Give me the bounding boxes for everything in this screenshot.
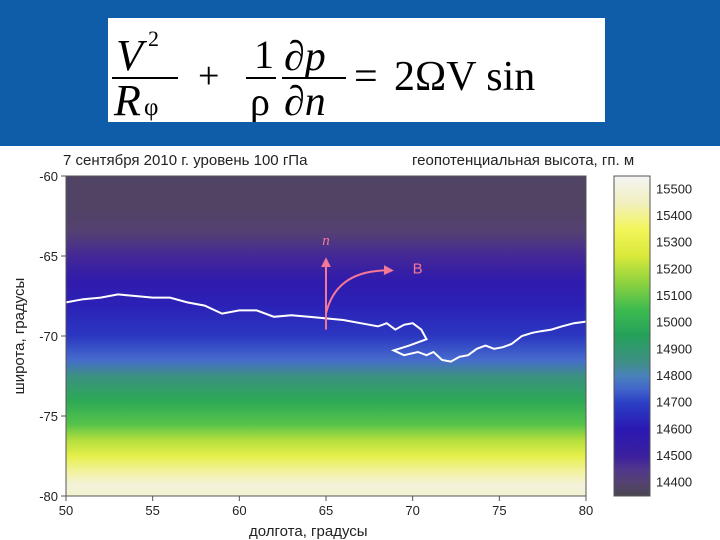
y-tick-label: -70 — [39, 329, 58, 344]
formula-exponent: 2 — [148, 26, 159, 51]
y-tick-label: -60 — [39, 169, 58, 184]
formula-dp: ∂p — [284, 34, 326, 80]
formula-r: R — [113, 76, 141, 122]
gradient-wind-equation: V 2 R φ + 1 ρ ∂p ∂n = 2ΩV sin — [112, 26, 535, 122]
x-tick-label: 55 — [145, 503, 159, 518]
colorbar — [613, 175, 651, 497]
colorbar-label: 14500 — [656, 448, 692, 463]
formula-rho: ρ — [250, 79, 270, 122]
formula-panel: V 2 R φ + 1 ρ ∂p ∂n = 2ΩV sin — [108, 18, 605, 122]
coastline — [65, 293, 587, 363]
x-tick-label: 80 — [579, 503, 593, 518]
x-tick-label: 65 — [319, 503, 333, 518]
colorbar-label: 14700 — [656, 395, 692, 410]
chart-title-right: геопотенциальная высота, гп. м — [412, 152, 634, 169]
heatmap-chart: 7 сентября 2010 г. уровень 100 гПа геопо… — [11, 152, 692, 540]
y-axis: -60 -65 -70 -75 -80 — [39, 169, 66, 504]
colorbar-label: 15300 — [656, 235, 692, 250]
formula-rhs: 2ΩV sin — [394, 54, 535, 100]
slide-header: V 2 R φ + 1 ρ ∂p ∂n = 2ΩV sin — [0, 0, 720, 146]
formula-phi: φ — [144, 94, 158, 121]
colorbar-label: 14400 — [656, 475, 692, 490]
formula-equals: = — [354, 54, 378, 100]
y-tick-label: -65 — [39, 249, 58, 264]
formula-one: 1 — [254, 32, 274, 77]
colorbar-label: 15400 — [656, 208, 692, 223]
chart-title-left: 7 сентября 2010 г. уровень 100 гПа — [63, 152, 308, 169]
x-tick-label: 70 — [405, 503, 419, 518]
normal-label: n — [322, 233, 330, 249]
colorbar-label: 15200 — [656, 261, 692, 276]
colorbar-label: 15100 — [656, 288, 692, 303]
colorbar-labels: 15500 15400 15300 15200 15100 15000 14900 14800… — [656, 181, 692, 489]
formula-plus: + — [198, 55, 219, 97]
y-tick-label: -75 — [39, 409, 58, 424]
y-axis-label: широта, градусы — [11, 278, 28, 395]
colorbar-label: 15000 — [656, 315, 692, 330]
colorbar-label: 14600 — [656, 421, 692, 436]
heatmap-field — [66, 176, 586, 496]
formula-v: V — [116, 31, 148, 80]
formula-dn: ∂n — [284, 79, 326, 122]
x-tick-label: 50 — [59, 503, 73, 518]
wind-arrow — [325, 265, 394, 314]
colorbar-label: 14900 — [656, 341, 692, 356]
colorbar-label: 15500 — [656, 181, 692, 196]
x-axis: 50 55 60 65 70 75 80 — [59, 496, 593, 518]
x-tick-label: 75 — [492, 503, 506, 518]
x-axis-label: долгота, градусы — [249, 523, 368, 540]
colorbar-label: 14800 — [656, 368, 692, 383]
y-tick-label: -80 — [39, 489, 58, 504]
x-tick-label: 60 — [232, 503, 246, 518]
heatmap-figure: 7 сентября 2010 г. уровень 100 гПа геопо… — [0, 146, 720, 540]
wind-label: В — [413, 261, 423, 278]
